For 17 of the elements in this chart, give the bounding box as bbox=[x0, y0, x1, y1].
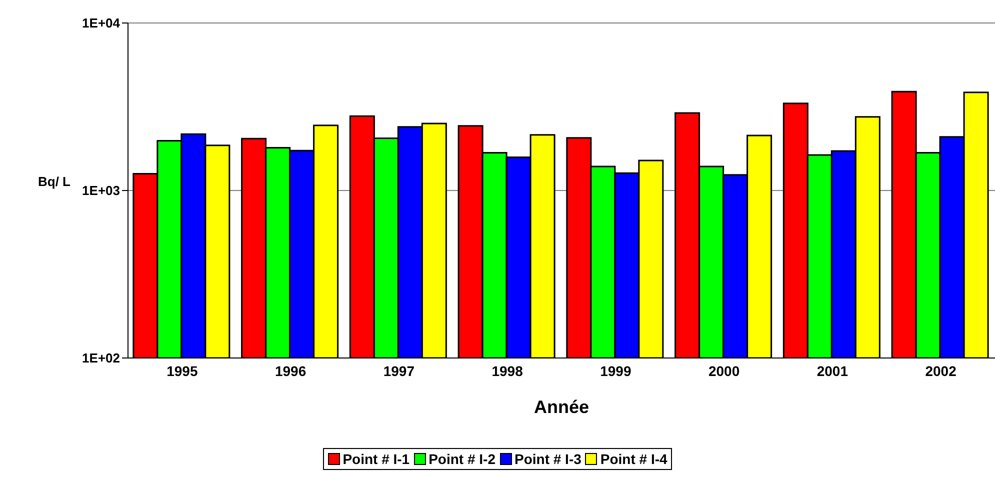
x-tick-label: 2001 bbox=[816, 362, 848, 379]
y-axis-title: Bq/ L bbox=[38, 174, 70, 189]
y-tick-label: 1E+03 bbox=[82, 183, 120, 198]
x-tick-label: 1998 bbox=[492, 362, 524, 379]
x-tick-label: 1996 bbox=[274, 362, 306, 379]
legend-label: Point # I-1 bbox=[342, 451, 410, 467]
x-tick-label: 1995 bbox=[166, 362, 198, 379]
y-tick-label: 1E+02 bbox=[82, 350, 120, 366]
y-tick-label: 1E+04 bbox=[82, 16, 121, 31]
x-tick-label: 1999 bbox=[600, 362, 632, 379]
legend-label: Point # I-4 bbox=[600, 451, 668, 467]
x-tick-label: 2002 bbox=[925, 362, 957, 379]
x-axis-title: Année bbox=[534, 396, 590, 417]
x-tick-label: 1997 bbox=[383, 362, 415, 379]
legend-label: Point # I-2 bbox=[428, 451, 496, 467]
x-tick-label: 2000 bbox=[708, 362, 740, 379]
legend-label: Point # I-3 bbox=[514, 451, 582, 467]
